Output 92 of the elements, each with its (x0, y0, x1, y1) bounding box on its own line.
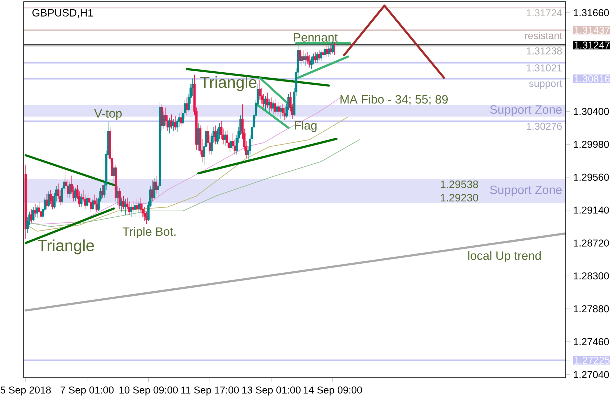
candlestick (40, 205, 42, 222)
candlestick (128, 201, 131, 216)
y-tick-label: 1.30816 (574, 76, 610, 83)
candlestick (280, 105, 282, 120)
candlestick (144, 206, 146, 222)
candlestick (92, 199, 94, 211)
candlestick (266, 92, 269, 109)
candlestick (278, 102, 280, 116)
candlestick (328, 46, 330, 58)
candlestick (80, 194, 83, 208)
x-tick-label: 11 Sep 17:00 (181, 386, 240, 396)
candlestick (324, 47, 326, 58)
candlestick (326, 46, 328, 58)
candlestick (186, 97, 188, 116)
ref-line-label: 1.31238 (527, 48, 562, 55)
candlestick (276, 104, 278, 117)
candlestick (301, 52, 304, 66)
candlestick (170, 114, 173, 130)
candlestick (332, 40, 334, 54)
y-tick-label: 1.29560 (574, 174, 610, 182)
candlestick (322, 48, 324, 59)
x-tick-label: 10 Sep 09:00 (120, 386, 178, 396)
candlestick (314, 52, 317, 64)
annotation: Triple Bot. (122, 227, 176, 238)
candlestick (320, 50, 323, 62)
candlestick (334, 42, 336, 56)
candlestick (310, 56, 313, 70)
y-tick-label: 1.31437 (574, 26, 610, 34)
annotation: Pennant (294, 34, 338, 42)
x-tick-label: 14 Sep 09:00 (304, 386, 362, 396)
candlestick (168, 118, 171, 134)
annotation: local Up trend (468, 251, 541, 263)
y-tick-label: 1.31660 (574, 9, 610, 17)
y-tick-label: 1.27880 (574, 306, 610, 313)
annotation: V-top (94, 110, 122, 120)
candlestick (32, 206, 35, 222)
candlestick (132, 200, 134, 212)
candlestick (68, 182, 72, 198)
ref-line-label: resistant (525, 32, 562, 40)
annotation: Flag (295, 121, 317, 132)
candlestick (230, 138, 232, 153)
candlestick (36, 205, 39, 218)
candlestick (122, 196, 125, 210)
y-tick-label: 1.29980 (574, 141, 610, 148)
candlestick (180, 111, 182, 128)
candlestick (178, 112, 181, 128)
y-tick-label: 1.28300 (574, 272, 610, 280)
annotation: Triangle (38, 240, 94, 255)
text: GBPUSD,H1 (32, 9, 94, 18)
candlestick (113, 162, 116, 186)
candlestick (274, 98, 276, 116)
candlestick (282, 104, 284, 117)
y-tick-label: 1.27225 (574, 356, 610, 364)
annotation: 1.29538 (441, 180, 478, 188)
band-label: Support Zone (490, 186, 562, 197)
y-tick-label: 1.27460 (574, 338, 610, 346)
ref-line-label: 1.31724 (527, 10, 562, 17)
candlestick (96, 198, 98, 212)
candlestick (308, 55, 312, 68)
ref-line-label: 1.30276 (527, 122, 562, 130)
candlestick (258, 80, 262, 100)
annotation: Triangle (200, 76, 257, 92)
y-tick-label: 1.29140 (574, 206, 610, 214)
candlestick (30, 209, 33, 224)
candlestick (86, 196, 88, 208)
ref-line-label: 1.31021 (527, 64, 562, 72)
candlestick (151, 180, 154, 202)
candlestick (197, 123, 200, 152)
candlestick (316, 52, 319, 64)
x-tick-label: 13 Sep 01:00 (242, 386, 301, 396)
y-tick-label: 1.31247 (574, 42, 610, 49)
x-tick-label: 7 Sep 01:00 (60, 386, 114, 396)
candlestick (306, 52, 310, 65)
candlestick (46, 194, 48, 210)
candlestick (302, 50, 306, 64)
annotation: MA Fibo - 34; 55; 89 (340, 95, 448, 106)
candlestick (134, 202, 136, 217)
ref-line-label: support (529, 80, 562, 90)
band-label: Support Zone (490, 106, 562, 116)
y-tick-label: 1.30400 (574, 108, 610, 116)
y-tick-label: 1.27040 (574, 371, 610, 378)
candlestick (304, 53, 308, 66)
candlestick (299, 47, 302, 65)
candlestick (74, 188, 77, 202)
candlestick (84, 194, 87, 210)
y-tick-label: 1.28720 (574, 240, 610, 247)
x-tick-label: 5 Sep 2018 (0, 386, 52, 396)
candlestick (102, 185, 104, 198)
candlestick (155, 176, 158, 194)
candlestick (120, 198, 123, 212)
candlestick (272, 100, 275, 116)
annotation: 1.29230 (441, 194, 478, 202)
